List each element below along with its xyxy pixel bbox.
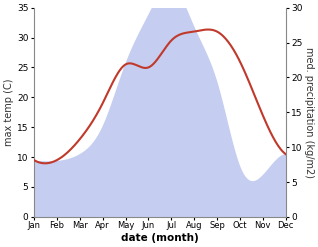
X-axis label: date (month): date (month) [121, 233, 199, 243]
Y-axis label: med. precipitation (kg/m2): med. precipitation (kg/m2) [304, 47, 314, 178]
Y-axis label: max temp (C): max temp (C) [4, 79, 14, 146]
